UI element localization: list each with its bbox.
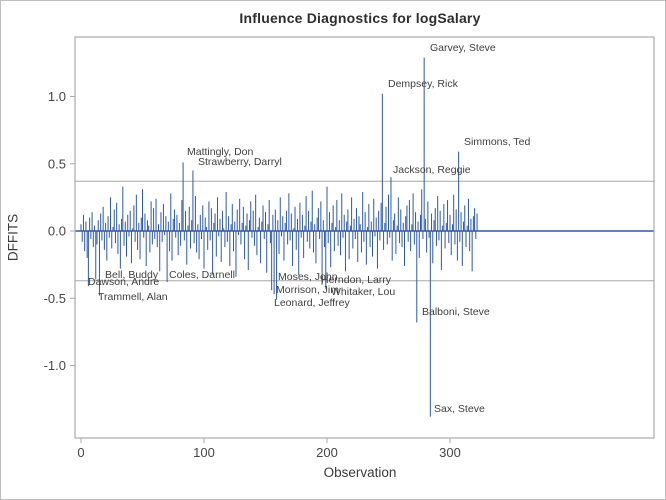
annotation-mattingly-don: Mattingly, Don: [187, 146, 254, 158]
x-axis-label: Observation: [323, 465, 397, 480]
x-tick-label: 0: [77, 445, 84, 460]
y-tick-label: 1.0: [48, 89, 66, 104]
annotation-balboni-steve: Balboni, Steve: [422, 306, 490, 318]
annotation-dawson-andre: Dawson, Andre: [88, 276, 160, 288]
annotation-leonard-jeffrey: Leonard, Jeffrey: [274, 297, 350, 309]
annotation-strawberry-darryl: Strawberry, Darryl: [198, 156, 282, 168]
annotation-garvey-steve: Garvey, Steve: [430, 42, 496, 54]
annotation-moses-john: Moses, John: [278, 271, 338, 283]
annotation-herndon-larry: Herndon, Larry: [321, 274, 392, 286]
x-tick-label: 100: [193, 445, 215, 460]
plot-frame: [74, 36, 655, 439]
annotation-trammell-alan: Trammell, Alan: [98, 291, 168, 303]
y-tick-label: -0.5: [44, 291, 66, 306]
y-tick-label: 0.5: [48, 156, 66, 171]
x-tick-label: 200: [316, 445, 338, 460]
chart-title: Influence Diagnostics for logSalary: [239, 10, 481, 26]
y-tick-label: 0.0: [48, 224, 66, 239]
x-tick-label: 300: [439, 445, 461, 460]
annotation-whitaker-lou: Whitaker, Lou: [331, 286, 396, 298]
annotation-jackson-reggie: Jackson, Reggie: [393, 164, 471, 176]
annotation-sax-steve: Sax, Steve: [434, 403, 485, 415]
y-tick-label: -1.0: [44, 358, 66, 373]
annotation-dempsey-rick: Dempsey, Rick: [388, 78, 458, 90]
annotation-bell-buddy: Bell, Buddy: [105, 269, 159, 281]
annotation-simmons-ted: Simmons, Ted: [464, 136, 531, 148]
annotation-coles-darnell: Coles, Darnell: [169, 269, 235, 281]
annotation-morrison-jim: Morrison, Jim: [276, 284, 340, 296]
